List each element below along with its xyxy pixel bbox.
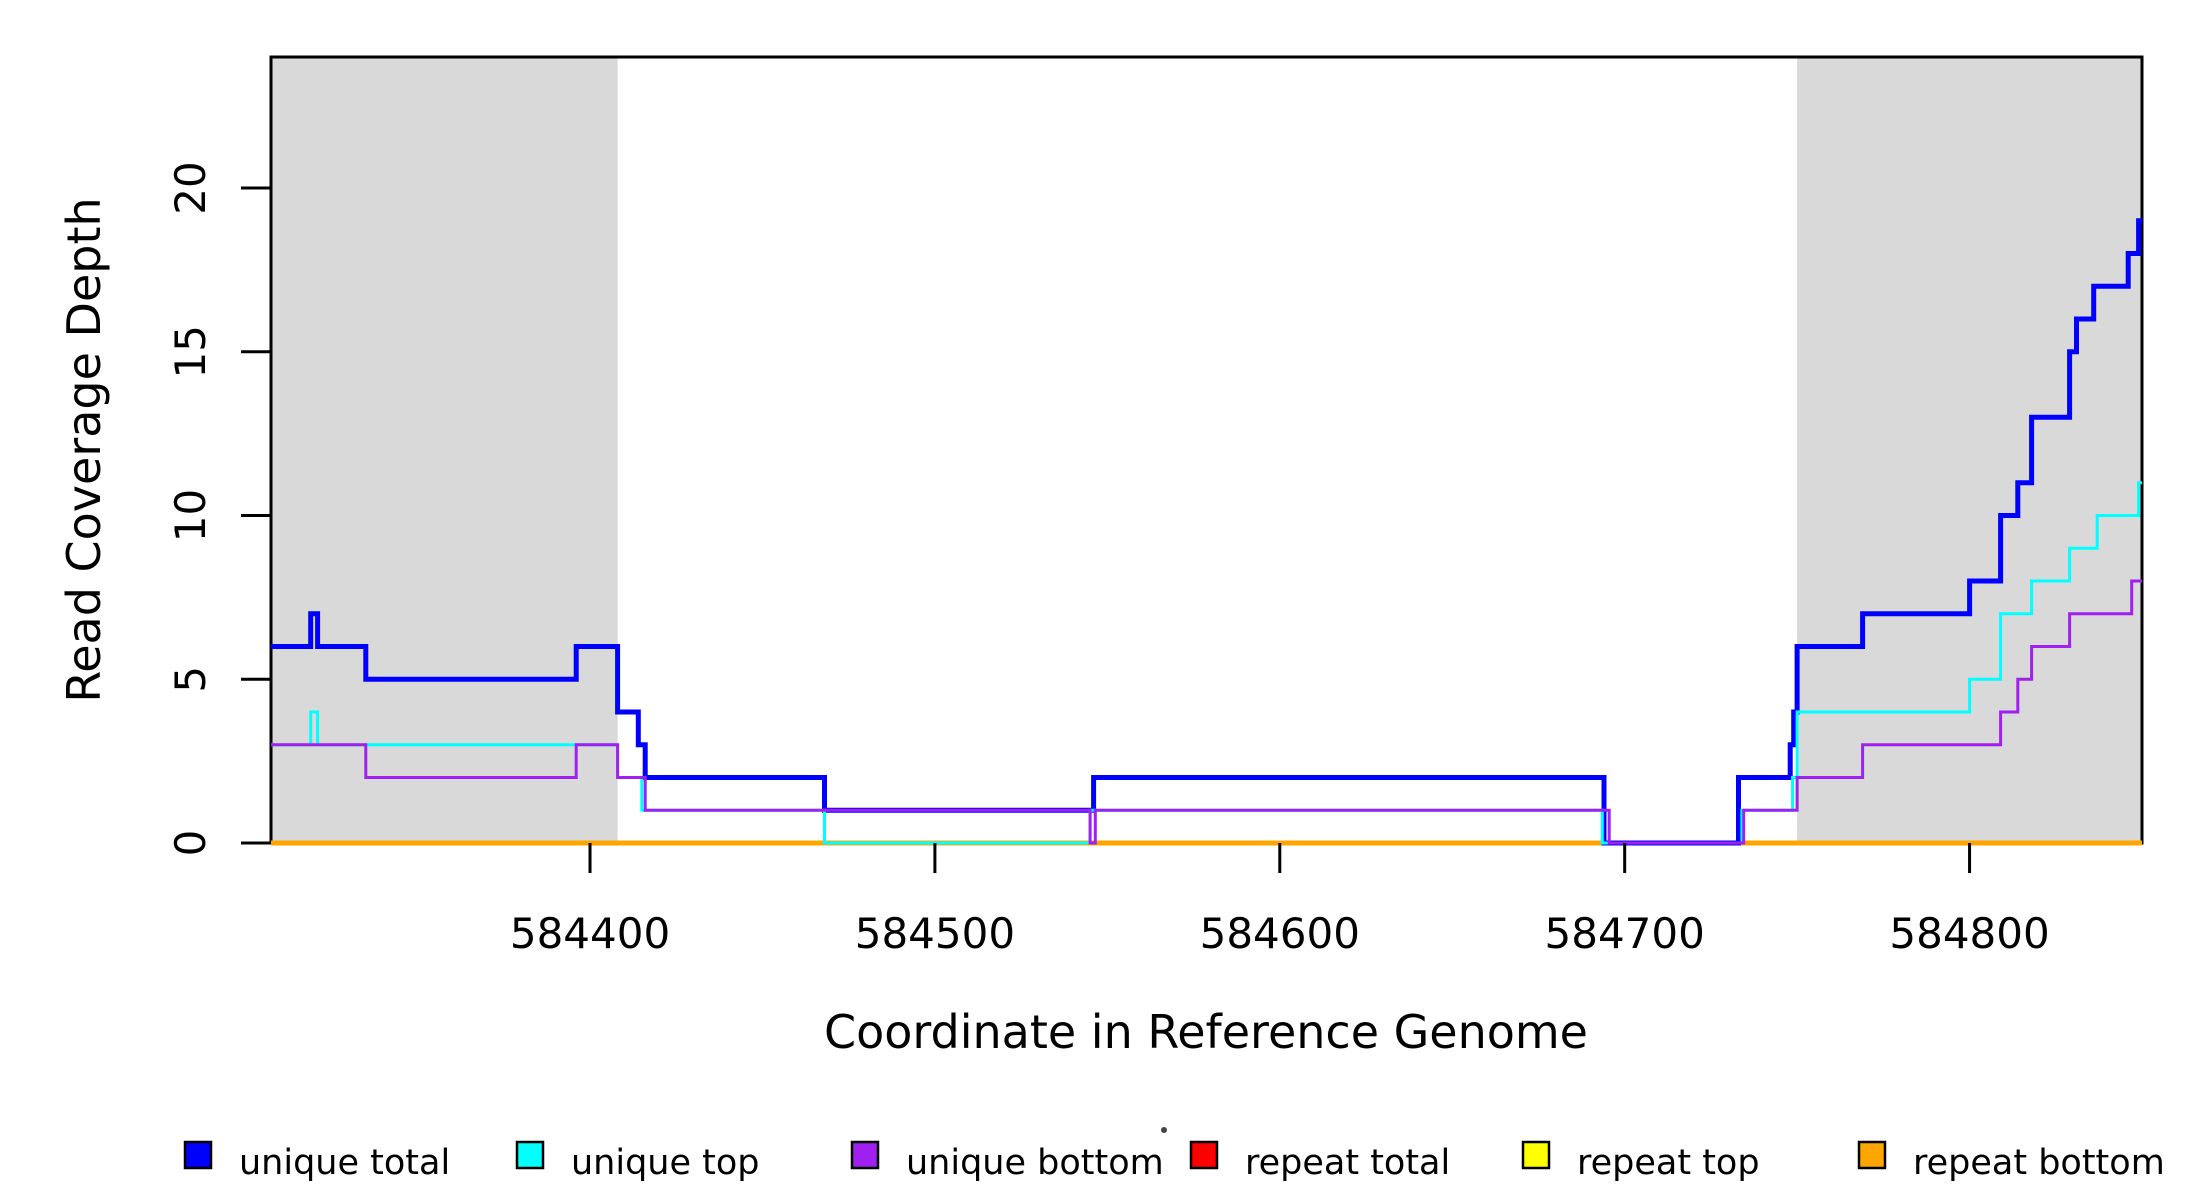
stray-point-mark xyxy=(1161,1127,1167,1133)
y-axis-title: Read Coverage Depth xyxy=(57,197,111,702)
x-tick-label: 584400 xyxy=(510,909,670,958)
legend-item: repeat top xyxy=(1521,1140,1760,1183)
legend-label: unique top xyxy=(571,1143,760,1183)
x-axis-title: Coordinate in Reference Genome xyxy=(824,1005,1588,1059)
y-tick-label: 20 xyxy=(166,161,215,214)
x-axis: 584400 584500 584600 584700 584800 xyxy=(510,843,2050,958)
legend-swatch-repeat-top xyxy=(1521,1140,1551,1170)
legend-item: unique bottom xyxy=(850,1140,1164,1183)
legend-label: unique total xyxy=(239,1143,450,1183)
series-line-unique-bottom xyxy=(271,579,2142,845)
x-tick-label: 584600 xyxy=(1200,909,1360,958)
y-tick-label: 0 xyxy=(166,830,215,857)
series-lines xyxy=(271,218,2142,846)
legend-swatch-unique-total xyxy=(183,1140,213,1170)
legend-item: unique total xyxy=(183,1140,450,1183)
legend-item: unique top xyxy=(515,1140,760,1183)
x-tick-label: 584700 xyxy=(1545,909,1705,958)
legend-item: repeat total xyxy=(1189,1140,1450,1183)
legend-swatch-unique-bottom xyxy=(850,1140,880,1170)
shaded-band xyxy=(271,57,618,843)
series-line-unique-total xyxy=(271,218,2142,846)
shaded-band xyxy=(1797,57,2142,843)
legend-item: repeat bottom xyxy=(1857,1140,2165,1183)
legend-swatch-unique-top xyxy=(515,1140,545,1170)
x-tick-label: 584800 xyxy=(1889,909,2049,958)
y-tick-label: 5 xyxy=(166,666,215,693)
legend: unique total unique top unique bottom re… xyxy=(183,1140,2165,1183)
legend-label: repeat bottom xyxy=(1913,1143,2165,1183)
legend-label: unique bottom xyxy=(906,1143,1164,1183)
shaded-regions xyxy=(271,57,2142,843)
legend-label: repeat top xyxy=(1577,1143,1760,1183)
legend-swatch-repeat-total xyxy=(1189,1140,1219,1170)
y-tick-label: 10 xyxy=(166,489,215,542)
y-tick-label: 15 xyxy=(166,325,215,378)
legend-swatch-repeat-bottom xyxy=(1857,1140,1887,1170)
x-tick-label: 584500 xyxy=(855,909,1015,958)
legend-label: repeat total xyxy=(1245,1143,1450,1183)
y-axis: 0 5 10 15 20 xyxy=(166,161,271,856)
